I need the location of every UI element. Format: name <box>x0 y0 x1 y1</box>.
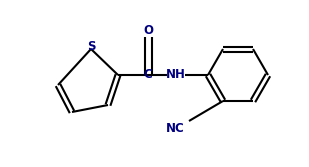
Text: O: O <box>143 24 153 37</box>
Text: C: C <box>144 68 152 81</box>
Text: NC: NC <box>166 123 184 135</box>
Text: NH: NH <box>166 68 186 81</box>
Text: S: S <box>87 40 95 52</box>
